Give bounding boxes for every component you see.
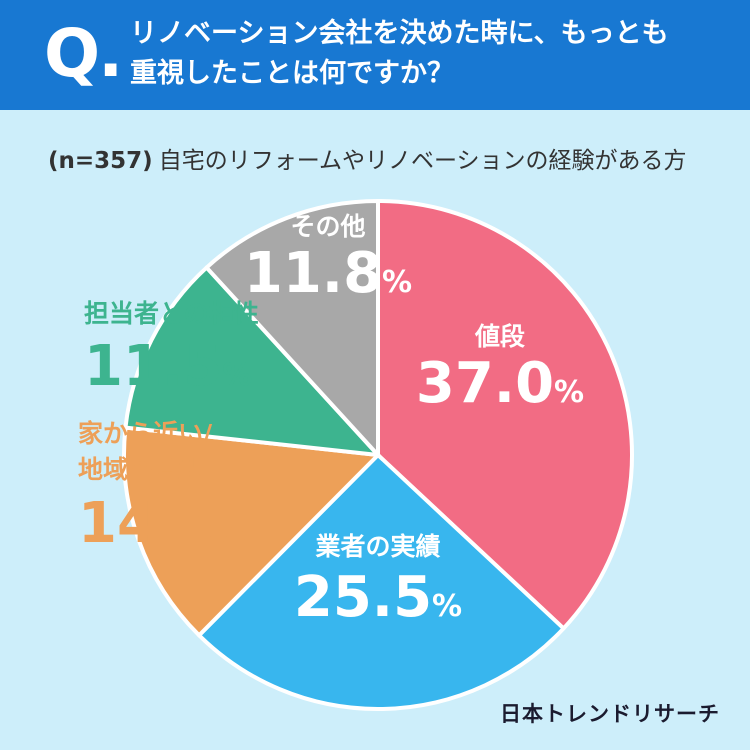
question-text-line1: リノベーション会社を決めた時に、もっとも: [130, 18, 669, 49]
slice-5: [204, 199, 380, 457]
slice-1: [376, 199, 634, 631]
slice-value-3: 14.3%: [78, 491, 246, 556]
question-header: Q. リノベーション会社を決めた時に、もっとも 重視したことは何ですか？: [0, 0, 750, 110]
slice-2: [197, 453, 566, 711]
slice-label-4: 担当者との相性: [84, 299, 259, 328]
slice-label-5: その他: [290, 212, 365, 241]
slice-value-1: 37.0%: [416, 351, 584, 416]
slice-value-2: 25.5%: [294, 565, 462, 630]
slice-label-1: 値段: [474, 322, 525, 351]
slice-label-3: 家から近い/地域密着型: [78, 419, 213, 484]
slice-3: [122, 425, 380, 638]
slice-label-2: 業者の実績: [315, 532, 440, 561]
slice-value-5: 11.8%: [244, 241, 412, 306]
sample-note: (n=357) 自宅のリフォームやリノベーションの経験がある方: [48, 141, 687, 175]
slice-4: [123, 265, 380, 457]
question-text-line2: 重視したことは何ですか？: [130, 58, 454, 89]
sample-size: (n=357): [48, 148, 153, 174]
sample-description: 自宅のリフォームやリノベーションの経験がある方: [158, 148, 687, 174]
question-mark: Q.: [44, 15, 123, 92]
brand-logo: 日本トレンドリサーチ: [500, 702, 720, 726]
slice-value-4: 11.5%: [84, 334, 252, 399]
